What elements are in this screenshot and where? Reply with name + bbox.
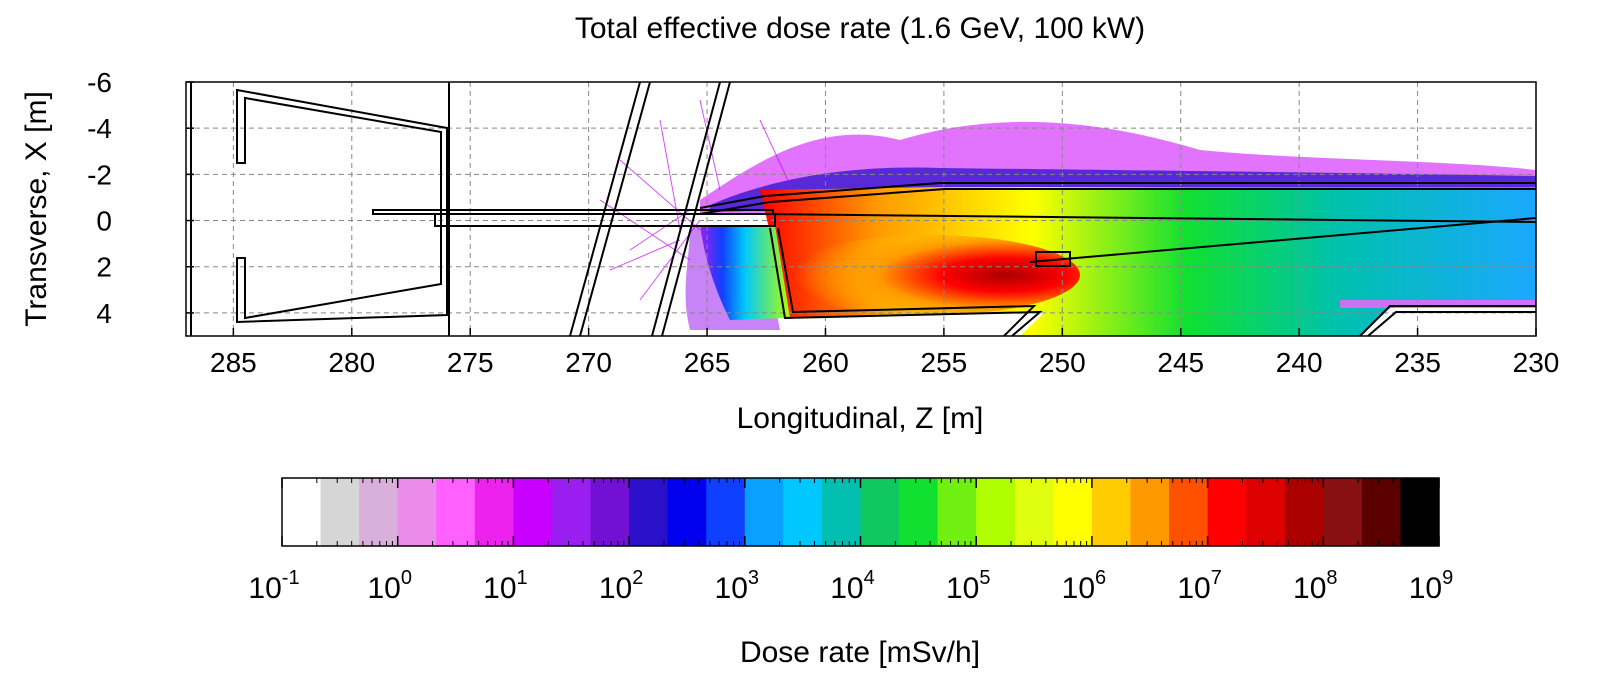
colorbar-tick-label: 107 — [1177, 567, 1222, 605]
y-axis-label: Transverse, X [m] — [20, 91, 53, 327]
x-tick-label: 235 — [1394, 347, 1441, 378]
x-tick-label: 245 — [1157, 347, 1204, 378]
colorbar — [282, 478, 1440, 546]
colorbar-tick-label: 100 — [367, 567, 412, 605]
colorbar-cell — [282, 478, 322, 546]
colorbar-tick-base: 10 — [1409, 572, 1442, 605]
colorbar-cell — [1323, 478, 1363, 546]
colorbar-tick-label: 106 — [1062, 567, 1107, 605]
colorbar-tick-exponent: 9 — [1442, 567, 1453, 589]
dose-field-left — [700, 225, 790, 320]
colorbar-tick-exponent: 7 — [1211, 567, 1222, 589]
colorbar-tick-exponent: 5 — [979, 567, 990, 589]
colorbar-label: Dose rate [mSv/h] — [740, 636, 980, 669]
colorbar-cell — [1400, 478, 1440, 546]
colorbar-cell — [1207, 478, 1247, 546]
x-tick-label: 230 — [1513, 347, 1560, 378]
colorbar-cell — [1169, 478, 1209, 546]
colorbar-tick-label: 10-1 — [248, 567, 299, 605]
x-tick-label: 250 — [1039, 347, 1086, 378]
colorbar-tick-exponent: 4 — [864, 567, 875, 589]
colorbar-cell — [937, 478, 977, 546]
colorbar-cell — [320, 478, 360, 546]
colorbar-cell — [513, 478, 553, 546]
colorbar-cell — [821, 478, 861, 546]
colorbar-cell — [436, 478, 476, 546]
colorbar-tick-label: 102 — [599, 567, 644, 605]
colorbar-cell — [590, 478, 630, 546]
colorbar-cell — [783, 478, 823, 546]
colorbar-tick-exponent: 2 — [632, 567, 643, 589]
colorbar-tick-exponent: 1 — [517, 567, 528, 589]
colorbar-ticks: 10-1 100 101 102 103 104 105 106 107 108 109 — [248, 478, 1453, 605]
colorbar-tick-base: 10 — [946, 572, 979, 605]
colorbar-cell — [706, 478, 746, 546]
colorbar-tick-label: 109 — [1409, 567, 1454, 605]
x-axis-label: Longitudinal, Z [m] — [737, 402, 984, 435]
y-tick-label: 4 — [96, 298, 112, 329]
plot-frame — [185, 81, 1537, 337]
geometry-outlines — [190, 82, 1536, 336]
x-axis-ticks: 285 280 275 270 265 260 255 250 245 240 235 230 — [210, 328, 1559, 378]
plot-area: 285 280 275 270 265 260 255 250 245 240 235 230 -6-… — [87, 67, 1559, 378]
colorbar-cell — [976, 478, 1016, 546]
y-tick-label: 2 — [96, 252, 112, 283]
colorbar-cell — [744, 478, 784, 546]
y-tick-label: -2 — [87, 159, 112, 190]
y-tick-label: 0 — [96, 206, 112, 237]
colorbar-tick-base: 10 — [367, 572, 400, 605]
colorbar-tick-base: 10 — [715, 572, 748, 605]
colorbar-tick-base: 10 — [483, 572, 516, 605]
colorbar-tick-base: 10 — [1293, 572, 1326, 605]
x-tick-label: 240 — [1276, 347, 1323, 378]
x-tick-label: 285 — [210, 347, 257, 378]
colorbar-tick-base: 10 — [1062, 572, 1095, 605]
colorbar-cell — [551, 478, 592, 546]
x-tick-label: 260 — [802, 347, 849, 378]
colorbar-cell — [1284, 478, 1324, 546]
colorbar-cell — [1361, 478, 1401, 546]
colorbar-tick-label: 103 — [715, 567, 760, 605]
x-tick-label: 255 — [921, 347, 968, 378]
colorbar-cell — [1130, 478, 1170, 546]
colorbar-tick-base: 10 — [1177, 572, 1210, 605]
colorbar-tick-label: 108 — [1293, 567, 1338, 605]
colorbar-tick-base: 10 — [830, 572, 863, 605]
x-tick-label: 270 — [565, 347, 612, 378]
colorbar-tick-base: 10 — [599, 572, 632, 605]
colorbar-cell — [397, 478, 437, 546]
y-axis-ticks: -6 -4 -2 0 2 4 — [87, 67, 194, 329]
colorbar-tick-label: 104 — [830, 567, 875, 605]
y-tick-label: -6 — [87, 67, 112, 98]
colorbar-tick-exponent: 3 — [748, 567, 759, 589]
colorbar-cell — [1014, 478, 1054, 546]
colorbar-tick-exponent: -1 — [282, 567, 300, 589]
y-tick-label: -4 — [87, 113, 112, 144]
colorbar-cell — [1053, 478, 1093, 546]
colorbar-tick-exponent: 0 — [401, 567, 412, 589]
x-tick-label: 280 — [328, 347, 375, 378]
colorbar-cell — [1246, 478, 1286, 546]
colorbar-cell — [359, 478, 399, 546]
colorbar-cell — [1091, 478, 1131, 546]
colorbar-cell — [474, 478, 514, 546]
colorbar-tick-base: 10 — [248, 572, 281, 605]
colorbar-tick-label: 105 — [946, 567, 991, 605]
dose-hotspot — [780, 235, 1080, 315]
dose-halo-lower-right — [1340, 300, 1536, 308]
colorbar-tick-exponent: 6 — [1095, 567, 1106, 589]
colorbar-tick-exponent: 8 — [1326, 567, 1337, 589]
chart-title: Total effective dose rate (1.6 GeV, 100 … — [575, 12, 1145, 45]
colorbar-cell — [667, 478, 707, 546]
colorbar-cell — [899, 478, 939, 546]
colorbar-cell — [860, 478, 900, 546]
colorbar-cell — [629, 478, 669, 546]
x-tick-label: 265 — [684, 347, 731, 378]
x-tick-label: 275 — [447, 347, 494, 378]
colorbar-tick-label: 101 — [483, 567, 528, 605]
